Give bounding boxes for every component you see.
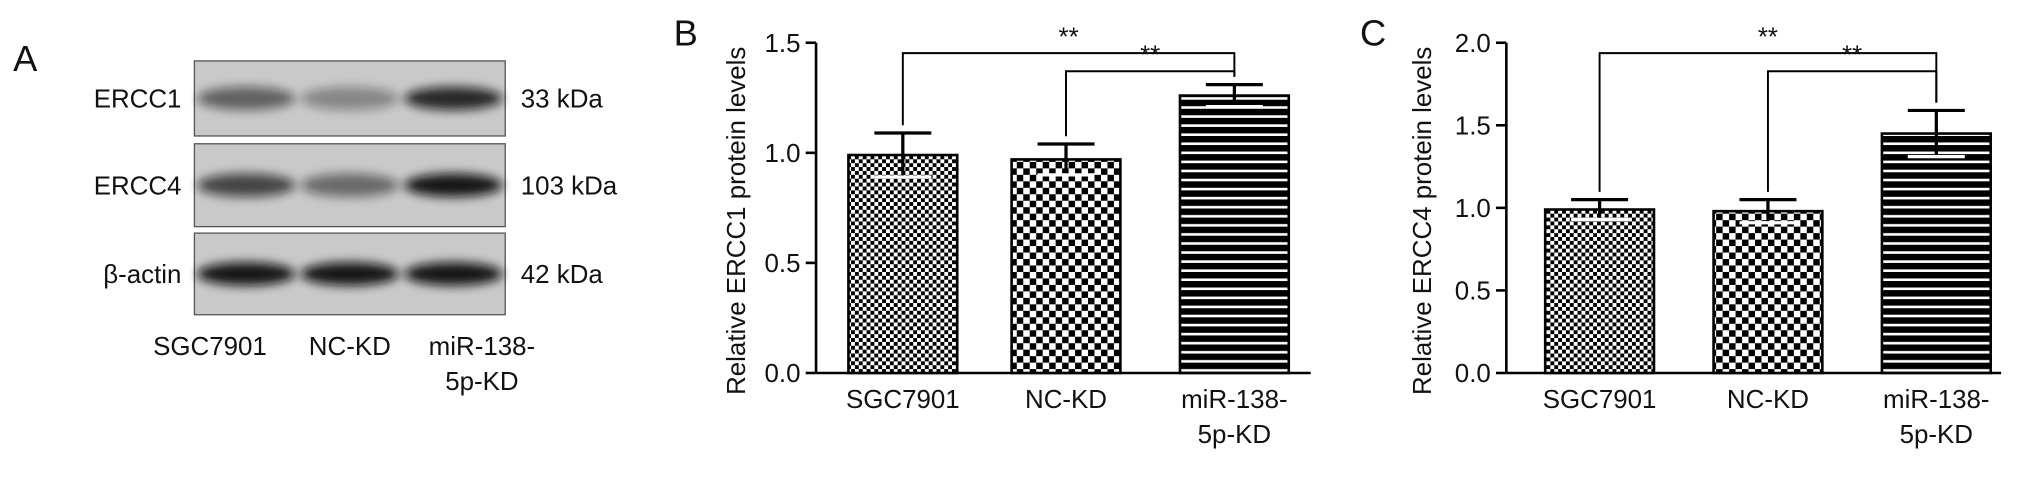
bar — [1178, 94, 1291, 375]
blot-row-label: β-actin — [103, 261, 181, 289]
x-tick-label-box: SGC7901 — [1542, 385, 1657, 415]
y-tick-label: 1.5 — [765, 30, 801, 58]
blot-size-label: 103 kDa — [521, 172, 618, 200]
y-axis-label: Relative ERCC4 protein levels — [1409, 47, 1437, 395]
significance-bracket — [1065, 70, 1236, 137]
error-bar — [1037, 142, 1095, 177]
x-tick-label: NC-KD — [308, 332, 391, 362]
bar — [1010, 158, 1122, 375]
y-tick-label: 0.5 — [1455, 277, 1491, 305]
blot-size-label: 42 kDa — [521, 261, 604, 289]
blot-band — [404, 86, 503, 111]
panel-label: A — [13, 38, 38, 79]
blot-band — [196, 173, 296, 197]
significance-bracket — [901, 52, 1236, 126]
x-tick-label-box: miR-138-5p-KD — [428, 332, 536, 397]
x-tick-label: miR-138-5p-KD — [1883, 385, 1990, 450]
blot-band — [300, 173, 400, 197]
y-tick-label: 1.0 — [1455, 195, 1491, 223]
significance-label: ** — [1140, 41, 1160, 69]
y-tick-label: 0.0 — [1455, 360, 1491, 388]
blot-band — [404, 262, 503, 286]
x-tick-label: SGC7901 — [1542, 385, 1657, 415]
y-tick-label: 1.5 — [1455, 112, 1491, 140]
x-tick-label: NC-KD — [1726, 385, 1809, 415]
x-tick-label-box: miR-138-5p-KD — [1883, 385, 1990, 450]
bar — [1880, 132, 1993, 375]
y-tick-label: 0.0 — [765, 360, 801, 388]
y-tick-label: 0.5 — [765, 250, 801, 278]
y-axis-label: Relative ERCC1 protein levels — [723, 47, 751, 395]
blot-size-label: 33 kDa — [521, 85, 604, 113]
x-tick-label-box: miR-138-5p-KD — [1181, 385, 1288, 450]
bar — [1543, 208, 1656, 375]
significance-label: ** — [1059, 23, 1079, 51]
error-bar — [1907, 108, 1965, 159]
x-tick-label: SGC7901 — [153, 332, 267, 362]
panel-label: C — [1360, 12, 1386, 53]
blot-band — [300, 262, 400, 286]
error-bar — [1205, 82, 1263, 109]
x-tick-label-box: NC-KD — [1024, 385, 1108, 415]
x-tick-label-box: NC-KD — [308, 332, 391, 362]
x-tick-label-box: SGC7901 — [153, 332, 267, 362]
x-tick-label: miR-138-5p-KD — [1181, 385, 1288, 450]
y-tick-label: 1.0 — [765, 140, 801, 168]
blot-band — [300, 86, 400, 111]
error-bar — [1571, 197, 1629, 222]
x-tick-label: miR-138-5p-KD — [428, 332, 536, 397]
blot-band — [404, 173, 503, 197]
error-bar — [874, 131, 932, 179]
significance-label: ** — [1842, 41, 1862, 69]
x-tick-label-box: SGC7901 — [845, 385, 960, 415]
y-tick-label: 2.0 — [1455, 30, 1491, 58]
bar — [1712, 209, 1824, 375]
bar — [847, 153, 959, 375]
x-tick-label: SGC7901 — [845, 385, 960, 415]
error-bar — [1739, 197, 1797, 225]
blot-row-label: ERCC1 — [94, 85, 182, 113]
panel-label: B — [674, 12, 698, 53]
blot-band — [196, 86, 296, 111]
significance-label: ** — [1758, 23, 1778, 51]
x-tick-label: NC-KD — [1024, 385, 1108, 415]
x-tick-label-box: NC-KD — [1726, 385, 1809, 415]
blot-band — [196, 262, 296, 286]
significance-bracket — [1766, 70, 1938, 192]
blot-row-label: ERCC4 — [94, 172, 182, 200]
